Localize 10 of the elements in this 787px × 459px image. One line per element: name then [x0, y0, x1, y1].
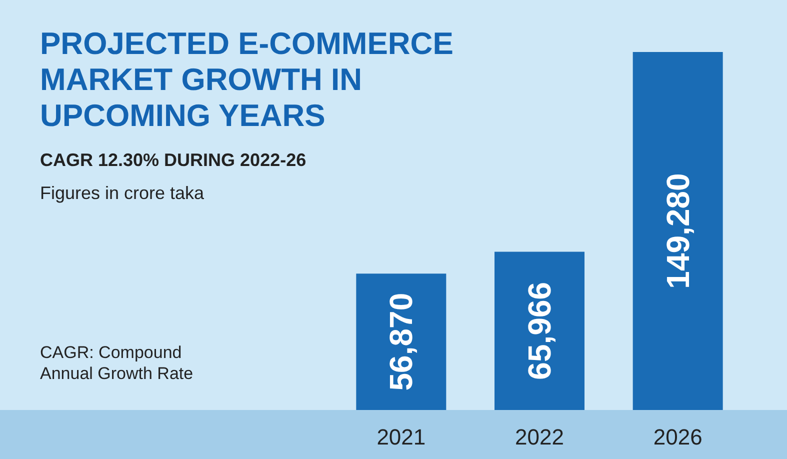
- x-tick-label: 2021: [376, 424, 426, 450]
- text: CAGR 12.30% DURING 2022-26: [40, 150, 306, 171]
- text: Figures in crore taka: [40, 183, 204, 204]
- text: CAGR: Compound Annual Growth Rate: [40, 342, 194, 384]
- x-tick-label: 2022: [515, 424, 564, 450]
- data-label: 149,280: [660, 173, 696, 289]
- x-tick-label: 2026: [653, 424, 702, 450]
- data-label: 65,966: [522, 282, 558, 380]
- data-label: 56,870: [383, 292, 420, 391]
- chart-title: PROJECTED E-COMMERCE MARKET GROWTH IN UPCOMING YEARS: [40, 26, 454, 134]
